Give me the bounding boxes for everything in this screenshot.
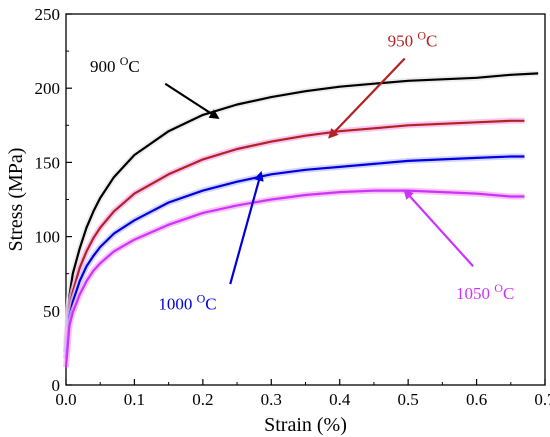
annotation-degree: O <box>197 291 206 305</box>
annotation-unit: C <box>128 57 139 76</box>
series-halo <box>63 153 525 359</box>
y-tick-label: 0 <box>52 376 61 395</box>
annotation-value: 1000 <box>158 294 196 313</box>
y-tick-label: 50 <box>43 302 60 321</box>
annotation-value: 1050 <box>456 284 494 303</box>
annotation-value: 950 <box>388 32 418 51</box>
annotation-arrow <box>328 57 406 139</box>
series-line-0 <box>64 72 539 344</box>
x-tick-label: 0.5 <box>398 390 419 409</box>
annotation-unit: C <box>426 32 437 51</box>
annotation-arrow <box>403 189 474 268</box>
y-tick-label: 200 <box>35 79 61 98</box>
annotation-arrow <box>229 170 264 285</box>
x-tick-label: 0.7 <box>534 390 550 409</box>
x-tick-label: 0.3 <box>261 390 282 409</box>
annotation-label: 900 OC <box>90 54 140 76</box>
x-tick-label: 0.4 <box>329 390 351 409</box>
x-tick-label: 0.1 <box>124 390 145 409</box>
series-line-3 <box>64 189 525 368</box>
x-tick-label: 0.0 <box>55 390 76 409</box>
x-tick-label: 0.6 <box>466 390 487 409</box>
y-tick-label: 150 <box>35 153 61 172</box>
annotation-unit: C <box>503 284 514 303</box>
x-axis-title: Strain (%) <box>264 414 347 436</box>
annotation-degree: O <box>120 54 129 68</box>
annotation-unit: C <box>205 294 216 313</box>
y-axis-title: Stress (MPa) <box>5 148 27 252</box>
annotation-degree: O <box>494 281 503 295</box>
annotation-label: 950 OC <box>388 29 438 51</box>
annotation-label: 1000 OC <box>158 291 216 313</box>
annotation-degree: O <box>417 29 426 43</box>
axis-ticks: 0.0 0.1 0.2 0.3 0.4 0.5 0.6 0.7 0 50 100 150 200 250 <box>35 5 550 409</box>
series-line-2 <box>64 155 525 359</box>
x-tick-label: 0.2 <box>192 390 213 409</box>
annotation-arrow <box>164 82 220 119</box>
annotation-value: 900 <box>90 57 120 76</box>
y-tick-label: 250 <box>35 5 61 24</box>
series-layer <box>63 70 539 368</box>
y-tick-label: 100 <box>35 228 61 247</box>
series-line-1 <box>64 119 525 353</box>
annotation-label: 1050 OC <box>456 281 514 303</box>
